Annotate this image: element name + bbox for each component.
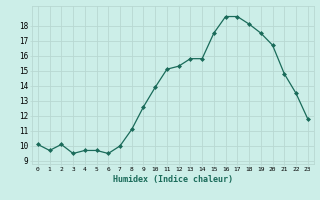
X-axis label: Humidex (Indice chaleur): Humidex (Indice chaleur) [113,175,233,184]
